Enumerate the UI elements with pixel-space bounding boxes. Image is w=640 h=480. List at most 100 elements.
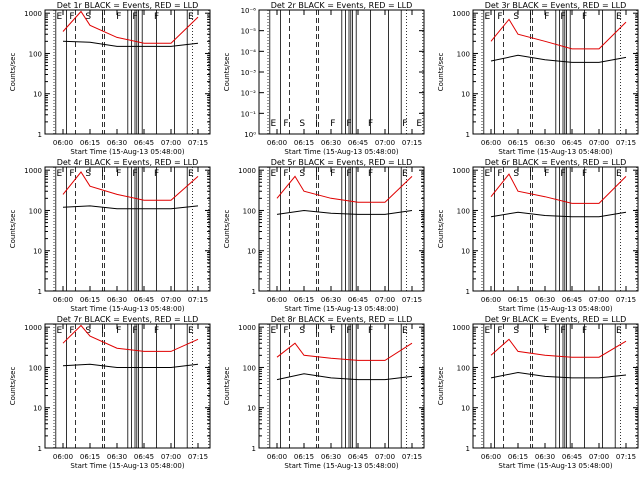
x-tick-label: 06:45 [134,139,154,147]
y-tick-label: 1 [38,445,42,453]
x-tick-label: 07:15 [616,139,636,147]
x-tick-label: 06:45 [134,296,154,304]
annotation-letter: F [132,326,137,336]
annotation-letter: F [116,326,121,336]
x-axis-label: Start Time (15-Aug-13 05:48:00) [70,462,184,470]
y-tick-label: 100 [457,207,470,215]
x-tick-label: 07:00 [589,296,609,304]
annotation-letter: F [116,169,121,179]
y-tick-label: 10 [247,405,256,413]
annotation-letter: F [582,326,587,336]
annotation-letter: E [402,326,408,336]
y-tick-label: 1 [466,131,470,139]
annotation-letter: S [85,326,91,336]
annotation-letter: S [85,12,91,22]
annotation-letter: I [529,12,532,22]
annotation-letter: E [188,12,194,22]
y-tick-label: 10 [461,248,470,256]
y-tick-label: 10 [461,405,470,413]
annotation-letter: F [69,12,74,22]
annotation-letter: F [368,326,373,336]
y-tick-label: 100 [457,50,470,58]
annotation-letter: F [283,169,288,179]
x-tick-label: 07:00 [375,296,395,304]
annotation-letter: I [315,169,318,179]
x-tick-label: 07:15 [402,139,422,147]
detector-panel-4: Det 4r BLACK = Events, RED = LLD 1 10 100 10… [9,158,211,313]
annotation-letter: F [283,119,288,129]
x-tick-label: 06:45 [134,453,154,461]
annotation-letter: E [271,326,277,336]
panel-title: Det 1r BLACK = Events, RED = LLD [57,1,199,10]
annotation-letter: I [529,326,532,336]
annotation-letter: I [101,12,104,22]
y-tick-label: 100 [29,50,42,58]
annotation-letter: E [271,169,277,179]
annotation-letter: F [560,326,565,336]
events-series-line [62,40,199,47]
annotation-letter: I [101,326,104,336]
x-tick-label: 06:15 [294,296,314,304]
x-tick-label: 06:30 [107,296,127,304]
x-tick-label: 06:00 [53,139,73,147]
y-tick-label: 10⁻³ [241,69,257,77]
annotation-letter: F [582,169,587,179]
x-axis-label: Start Time (15-Aug-13 05:48:00) [284,305,398,313]
x-tick-label: 07:00 [589,453,609,461]
y-axis-label: Counts/sec [9,367,17,406]
annotation-letter: S [299,119,305,129]
x-tick-label: 06:45 [562,453,582,461]
annotation-letter: F [154,326,159,336]
x-tick-label: 07:00 [589,139,609,147]
x-axis-label: Start Time (15-Aug-13 05:48:00) [284,148,398,156]
x-tick-label: 06:15 [508,453,528,461]
panel-title: Det 7r BLACK = Events, RED = LLD [57,315,199,324]
annotation-letter: F [283,326,288,336]
y-tick-label: 1000 [24,10,42,18]
annotation-letter: E [485,169,491,179]
annotation-letter: F [544,169,549,179]
x-axis-label: Start Time (15-Aug-13 05:48:00) [498,305,612,313]
x-tick-label: 07:15 [188,296,208,304]
x-tick-label: 06:15 [508,139,528,147]
annotation-letter: E [57,326,63,336]
annotation-letter: I [315,119,318,129]
x-axis-label: Start Time (15-Aug-13 05:48:00) [70,305,184,313]
x-tick-label: 06:00 [267,453,287,461]
events-series-line [276,209,413,215]
annotation-letter: E [416,119,422,129]
annotation-letter: E [271,119,277,129]
x-tick-label: 06:00 [53,453,73,461]
annotation-letter: F [346,119,351,129]
events-series-line [62,205,199,210]
y-tick-label: 10⁻⁶ [241,7,257,15]
annotation-letter: E [57,12,63,22]
panel-title: Det 3r BLACK = Events, RED = LLD [485,1,627,10]
events-series-line [490,371,627,379]
x-axis-label: Start Time (15-Aug-13 05:48:00) [284,462,398,470]
y-tick-label: 1 [252,288,256,296]
x-tick-label: 06:00 [53,296,73,304]
annotation-letter: S [513,326,519,336]
annotation-letter: I [315,326,318,336]
y-tick-label: 1000 [24,324,42,332]
y-tick-label: 10 [247,248,256,256]
annotation-letter: E [616,326,622,336]
x-tick-label: 06:30 [321,296,341,304]
y-tick-label: 10 [461,91,470,99]
annotation-letter: S [85,169,91,179]
annotation-letter: I [101,169,104,179]
y-tick-label: 100 [29,364,42,372]
x-tick-label: 07:00 [161,453,181,461]
x-tick-label: 06:45 [348,296,368,304]
panel-title: Det 5r BLACK = Events, RED = LLD [271,158,413,167]
x-tick-label: 06:30 [107,139,127,147]
x-tick-label: 06:30 [535,453,555,461]
y-tick-label: 1 [466,445,470,453]
panel-title: Det 8r BLACK = Events, RED = LLD [271,315,413,324]
y-axis-label: Counts/sec [437,210,445,249]
annotation-letter: S [299,169,305,179]
x-axis-label: Start Time (15-Aug-13 05:48:00) [498,462,612,470]
lld-series-line [490,18,627,50]
events-series-line [490,54,627,63]
